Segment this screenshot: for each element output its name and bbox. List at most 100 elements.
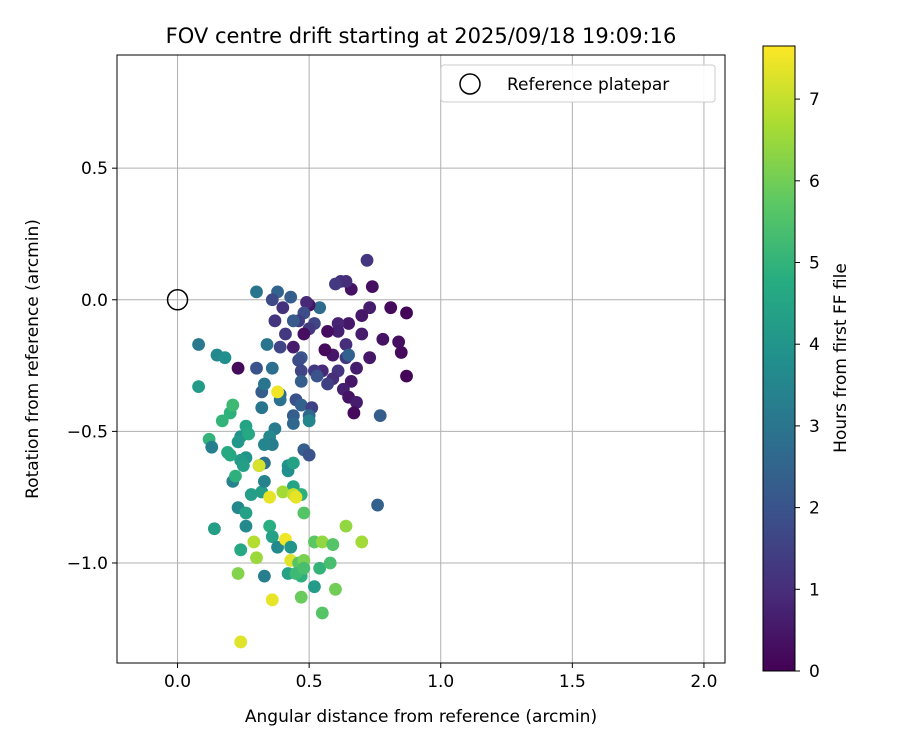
x-tick-label: 1.5	[559, 672, 586, 692]
data-point	[294, 364, 308, 378]
colorbar-tick-label: 6	[809, 172, 820, 192]
data-point	[394, 346, 408, 359]
data-point	[339, 338, 353, 351]
data-point	[294, 590, 308, 604]
data-point	[342, 317, 356, 330]
x-tick-label: 1.0	[427, 672, 454, 692]
legend-label-reference: Reference platepar	[507, 75, 669, 95]
y-tick-label: −1.0	[67, 554, 108, 574]
colorbar-tick-label: 0	[809, 662, 820, 682]
data-point	[321, 377, 334, 391]
legend: Reference platepar	[440, 64, 716, 103]
data-point	[250, 285, 263, 299]
data-point	[323, 556, 337, 570]
data-point	[308, 580, 321, 594]
data-point	[339, 274, 353, 288]
data-point	[400, 369, 413, 383]
data-point	[257, 438, 271, 451]
data-point	[250, 551, 263, 565]
data-point	[231, 567, 245, 580]
chart-title: FOV centre drift starting at 2025/09/18 …	[166, 24, 677, 48]
data-point	[276, 301, 290, 315]
data-point	[371, 498, 384, 512]
data-point	[329, 277, 342, 291]
data-point	[231, 435, 245, 449]
data-point	[192, 338, 205, 351]
data-point	[297, 327, 311, 341]
data-point	[265, 593, 279, 607]
data-point	[231, 361, 245, 375]
data-point	[268, 314, 282, 328]
data-point	[350, 361, 363, 375]
data-point	[260, 338, 274, 351]
data-point	[339, 519, 353, 533]
data-point	[263, 490, 277, 504]
data-point	[244, 488, 258, 501]
data-point	[247, 535, 261, 549]
data-point	[347, 406, 361, 420]
colorbar-tick-label: 1	[809, 580, 820, 600]
colorbar-ticks: 0 1 2 3 4 5 6 7	[795, 90, 820, 682]
y-tick-label: −0.5	[67, 422, 108, 442]
data-point	[192, 380, 205, 394]
data-point	[365, 280, 379, 294]
data-point	[234, 635, 248, 649]
data-point	[363, 351, 377, 365]
data-point	[236, 459, 250, 472]
data-point	[321, 324, 334, 338]
data-point	[297, 506, 311, 520]
data-point	[350, 396, 363, 409]
data-point	[331, 324, 345, 338]
plot-frame	[116, 54, 726, 664]
grid	[117, 55, 725, 663]
data-point	[226, 398, 240, 412]
colorbar-tick-label: 7	[809, 90, 820, 110]
data-point	[302, 414, 316, 428]
data-point	[239, 519, 253, 533]
data-point	[286, 314, 300, 328]
data-point	[257, 569, 271, 583]
data-point	[315, 606, 329, 620]
data-point	[257, 474, 271, 488]
data-point	[286, 340, 300, 354]
colorbar-tick-label: 4	[809, 335, 820, 355]
data-point	[279, 327, 292, 341]
data-point	[265, 530, 279, 544]
data-point	[252, 459, 266, 472]
x-axis-ticks: 0.0 0.5 1.0 1.5 2.0	[164, 663, 717, 692]
data-point	[392, 335, 406, 349]
data-point	[250, 361, 263, 375]
data-point	[289, 490, 303, 504]
data-point	[360, 253, 374, 267]
data-point	[263, 519, 277, 533]
x-tick-label: 0.5	[296, 672, 323, 692]
data-point	[355, 327, 369, 341]
plot-background	[117, 55, 725, 663]
legend-reference-marker	[459, 73, 481, 95]
data-point	[271, 540, 284, 554]
data-point	[205, 440, 219, 454]
data-point	[355, 309, 369, 322]
data-point	[318, 343, 332, 357]
data-point	[239, 506, 253, 520]
data-point	[344, 374, 358, 388]
data-point	[286, 417, 300, 430]
data-point	[326, 538, 340, 551]
data-point	[342, 348, 356, 362]
data-point	[271, 385, 284, 399]
data-point	[300, 296, 313, 309]
y-axis-ticks: −1.0 −0.5 0.0 0.5	[67, 159, 117, 574]
data-point	[255, 401, 269, 415]
data-point	[384, 301, 398, 315]
data-point	[207, 522, 221, 536]
data-point	[329, 582, 342, 596]
data-point	[242, 427, 256, 441]
data-point	[284, 290, 298, 304]
reference-marker-group	[166, 289, 189, 311]
data-point	[234, 543, 248, 557]
data-point	[218, 351, 232, 365]
data-point	[294, 374, 308, 388]
colorbar-tick-label: 2	[809, 499, 820, 519]
data-point	[355, 535, 369, 549]
